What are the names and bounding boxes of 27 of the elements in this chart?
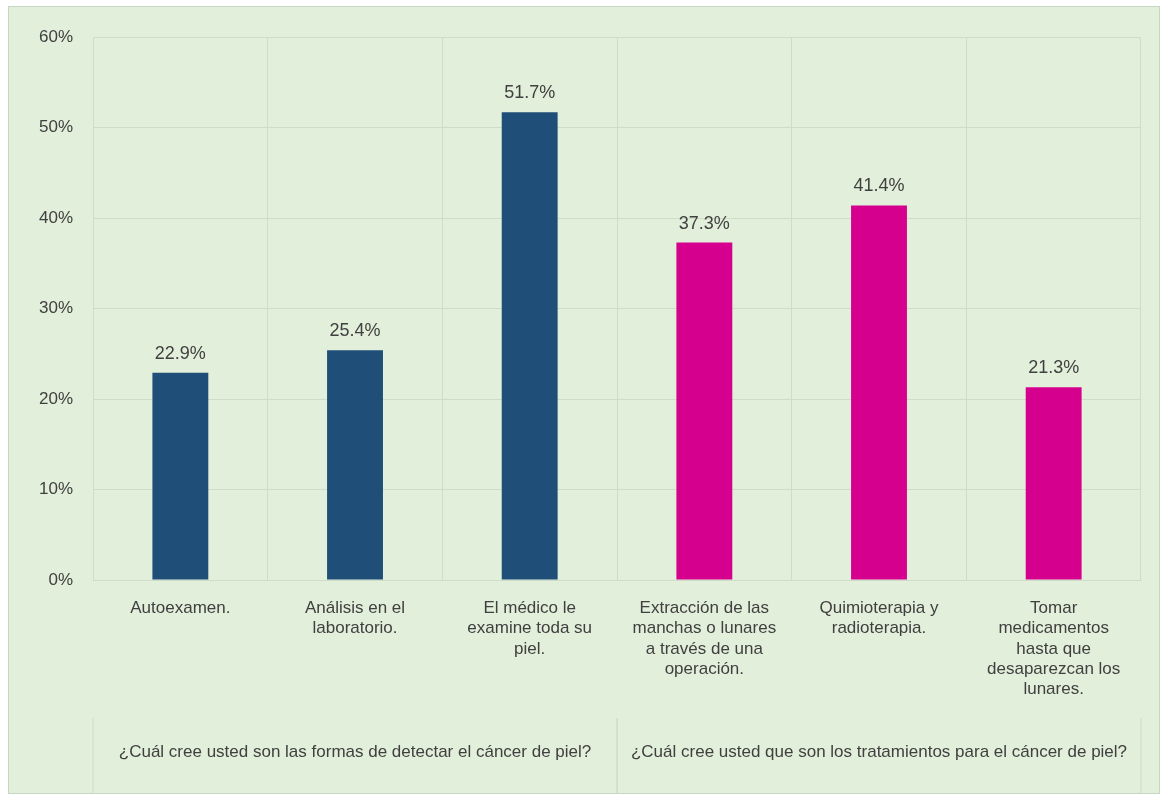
y-tick-label: 30% — [38, 298, 74, 318]
y-tick-label: 10% — [38, 479, 74, 499]
bar — [676, 242, 733, 580]
data-label: 25.4% — [329, 320, 381, 341]
x-tick-label: Análisis en el laboratorio. — [304, 597, 406, 638]
y-tick-label: 0% — [48, 569, 74, 589]
data-label: 51.7% — [504, 82, 556, 103]
y-tick-label: 40% — [38, 207, 74, 227]
bar — [152, 372, 209, 580]
text: ¿Cuál cree usted son las formas de detectar el cáncer de piel? — [118, 742, 592, 761]
bar — [327, 350, 383, 580]
x-tick-label: Autoexamen. — [130, 597, 231, 617]
data-label: 41.4% — [853, 175, 905, 196]
data-label: 21.3% — [1028, 357, 1080, 378]
bar — [1025, 387, 1082, 580]
x-tick-label: El médico le examine toda su piel. — [467, 597, 593, 658]
x-tick-label: Quimioterapia y radioterapia. — [819, 597, 940, 638]
data-label: 37.3% — [678, 212, 730, 233]
text: ¿Cuál cree usted que son los tratamientos para el cáncer de piel? — [630, 742, 1128, 761]
y-tick-label: 60% — [38, 26, 74, 46]
bar — [501, 112, 558, 580]
x-tick-label: Extracción de las manchas o lunares a través de una operación. — [632, 597, 777, 679]
data-label: 22.9% — [154, 342, 206, 363]
x-tick-label: Tomar medicamentos hasta que desaparezcan los lunares. — [987, 597, 1121, 699]
y-tick-label: 20% — [38, 388, 74, 408]
y-tick-label: 50% — [38, 117, 74, 137]
bar — [851, 205, 907, 580]
